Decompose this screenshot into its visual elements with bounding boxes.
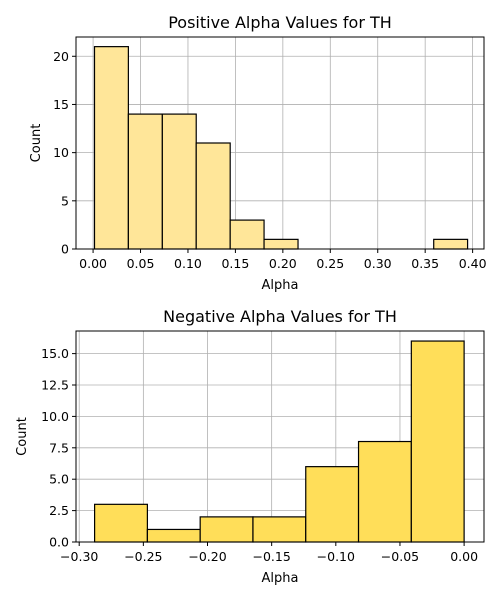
axes-frame [75, 330, 485, 543]
chart-title: Negative Alpha Values for TH [163, 307, 397, 326]
x-tick-label: −0.20 [188, 549, 226, 564]
chart-title: Positive Alpha Values for TH [168, 13, 392, 32]
chart-1: 0.00 0.05 0.10 0.15 0.20 0.25 0.30 0.35 0.40 0 5 10… [29, 13, 487, 293]
histogram-bar [93, 46, 129, 250]
y-tick-label: 2.5 [49, 503, 69, 518]
x-tick-label: −0.10 [317, 549, 355, 564]
y-tick-label: 0.0 [49, 535, 69, 550]
x-axis-label: Alpha [262, 278, 299, 293]
chart-2: −0.30 −0.25 −0.20 −0.15 −0.10 −0.05 0.00 0.0 2.5… [15, 307, 485, 586]
x-tick-label: 0.30 [364, 256, 392, 271]
y-tick-label: 20 [53, 49, 69, 64]
x-tick-label: 0.35 [411, 256, 439, 271]
y-axis-label: Count [29, 124, 44, 163]
y-tick-label: 10 [53, 145, 69, 160]
histogram-bar [94, 503, 148, 543]
histogram-bar [305, 466, 360, 543]
x-tick-label: 0.25 [316, 256, 344, 271]
y-tick-label: 12.5 [41, 378, 69, 393]
histogram-bar [410, 340, 465, 543]
histogram-bar [263, 238, 299, 250]
x-tick-label: 0.05 [127, 256, 155, 271]
x-tick-label: −0.05 [381, 549, 419, 564]
histogram-bar [433, 238, 469, 250]
y-tick-label: 15 [53, 97, 69, 112]
histogram-bar [146, 528, 201, 543]
histogram-bar [229, 219, 265, 250]
x-tick-label: −0.30 [60, 549, 98, 564]
x-tick-label: 0.00 [79, 256, 107, 271]
x-tick-label: 0.40 [459, 256, 487, 271]
histogram-bar [252, 516, 307, 543]
axes-frame [75, 36, 485, 250]
y-tick-label: 5 [61, 193, 69, 208]
y-tick-label: 15.0 [41, 346, 69, 361]
x-tick-label: 0.15 [221, 256, 249, 271]
y-tick-label: 0 [61, 242, 69, 257]
y-tick-label: 10.0 [41, 409, 69, 424]
y-axis-label: Count [15, 417, 30, 456]
x-tick-label: −0.15 [253, 549, 291, 564]
histogram-bar [195, 142, 231, 250]
histogram-bar [127, 113, 163, 250]
x-axis-label: Alpha [262, 571, 299, 586]
x-tick-label: −0.25 [124, 549, 162, 564]
x-tick-label: 0.00 [450, 549, 478, 564]
x-tick-label: 0.10 [174, 256, 202, 271]
y-tick-label: 5.0 [49, 472, 69, 487]
x-tick-label: 0.20 [269, 256, 297, 271]
histogram-bar [161, 113, 197, 250]
histogram-bar [357, 440, 412, 543]
y-tick-label: 7.5 [49, 440, 69, 455]
histogram-bar [199, 516, 254, 543]
